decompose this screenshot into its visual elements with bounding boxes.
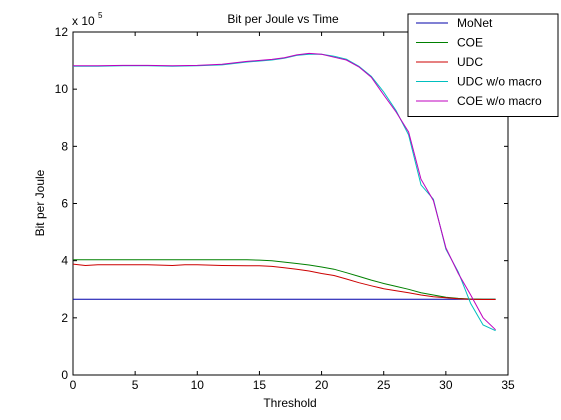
chart-title: Bit per Joule vs Time xyxy=(227,12,339,26)
y-tick-label: 8 xyxy=(61,139,68,153)
legend-entry: UDC w/o macro xyxy=(457,75,542,89)
y-tick-label: 10 xyxy=(55,82,69,96)
y-exponent-base: x 10 xyxy=(72,14,95,28)
legend-entry: MoNet xyxy=(457,16,493,30)
x-tick-label: 5 xyxy=(132,378,139,392)
x-tick-label: 20 xyxy=(315,378,329,392)
y-axis-label: Bit per Joule xyxy=(33,169,47,236)
legend-entry: COE w/o macro xyxy=(457,94,542,108)
series-line-udc xyxy=(72,263,496,300)
legend: MoNet COE UDC UDC w/o macro COE w/o macro xyxy=(407,13,559,117)
x-axis-label: Threshold xyxy=(263,396,316,410)
x-tick-label: 30 xyxy=(439,378,453,392)
x-axis: 0 5 10 15 20 25 30 35 xyxy=(70,32,515,392)
x-tick-label: 15 xyxy=(253,378,267,392)
legend-box xyxy=(407,13,559,117)
x-tick-label: 25 xyxy=(377,378,391,392)
y-tick-label: 2 xyxy=(61,311,68,325)
legend-entry: COE xyxy=(457,36,483,50)
y-tick-label: 12 xyxy=(55,25,69,39)
x-tick-label: 0 xyxy=(70,378,77,392)
x-tick-label: 35 xyxy=(501,378,515,392)
x-tick-label: 10 xyxy=(191,378,205,392)
series-line-coe-w-o-macro xyxy=(73,52,496,331)
y-exponent-power: 5 xyxy=(98,11,103,20)
y-tick-label: 0 xyxy=(61,368,68,382)
series-layer xyxy=(72,52,496,332)
y-axis: 0 2 4 6 8 10 12 xyxy=(55,25,508,382)
y-tick-label: 6 xyxy=(61,197,68,211)
y-tick-label: 4 xyxy=(61,254,68,268)
legend-entry: UDC xyxy=(457,55,483,69)
series-line-coe xyxy=(73,259,496,300)
